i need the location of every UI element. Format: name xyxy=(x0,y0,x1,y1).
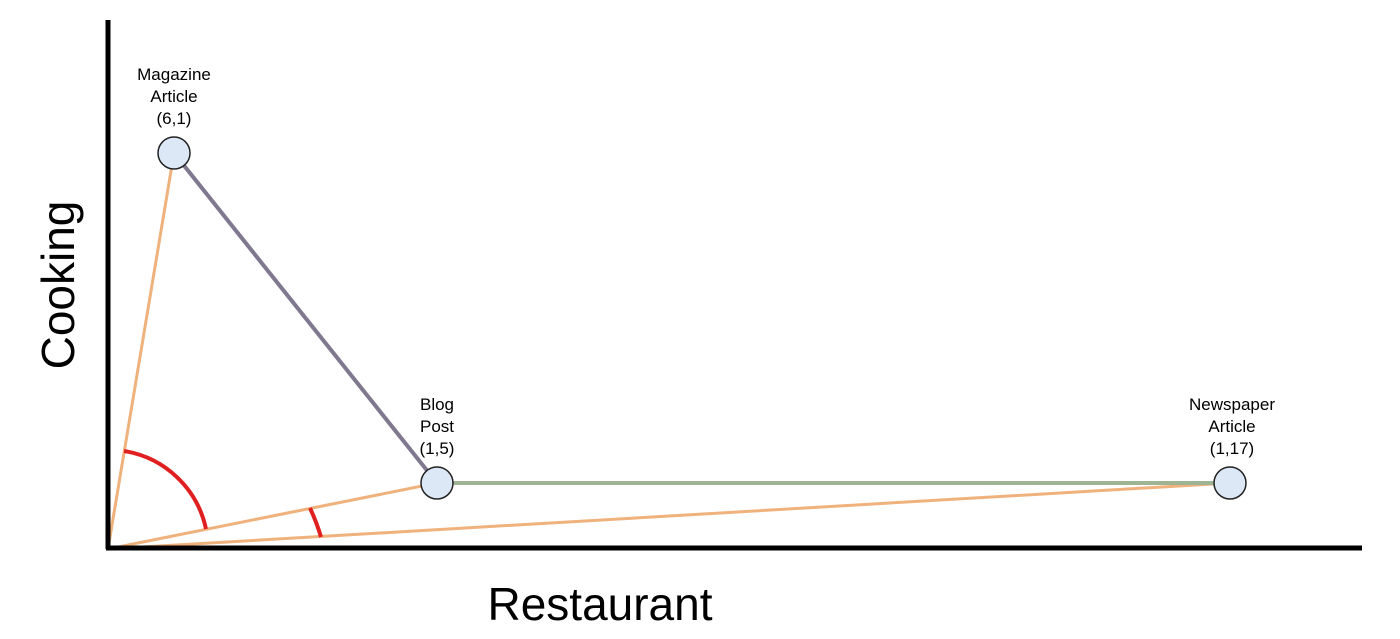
label-newspaper-article: Newspaper Article (1,17) xyxy=(1189,395,1275,458)
label-line: (6,1) xyxy=(157,109,192,128)
label-line: (1,17) xyxy=(1210,439,1254,458)
point-magazine-article xyxy=(157,136,191,170)
distance-line-magazine-blog xyxy=(172,151,439,485)
x-axis-label: Restaurant xyxy=(487,578,712,630)
label-line: Article xyxy=(1208,417,1255,436)
angle-arc-magazine-blog xyxy=(123,449,208,530)
label-line: (1,5) xyxy=(420,439,455,458)
label-line: Blog xyxy=(420,395,454,414)
label-line: Post xyxy=(420,417,454,436)
point-blog-post xyxy=(420,466,454,500)
label-line: Magazine xyxy=(137,65,211,84)
angle-arc-blog-newspaper xyxy=(308,507,323,538)
label-line: Newspaper xyxy=(1189,395,1275,414)
label-magazine-article: Magazine Article (6,1) xyxy=(137,65,211,128)
vector-line-magazine xyxy=(106,152,176,550)
vector-line-newspaper xyxy=(107,481,1231,551)
y-axis-label: Cooking xyxy=(32,201,84,370)
label-line: Article xyxy=(150,87,197,106)
label-blog-post: Blog Post (1,5) xyxy=(420,395,455,458)
vector-line-blog xyxy=(107,481,438,551)
point-newspaper-article xyxy=(1213,466,1247,500)
